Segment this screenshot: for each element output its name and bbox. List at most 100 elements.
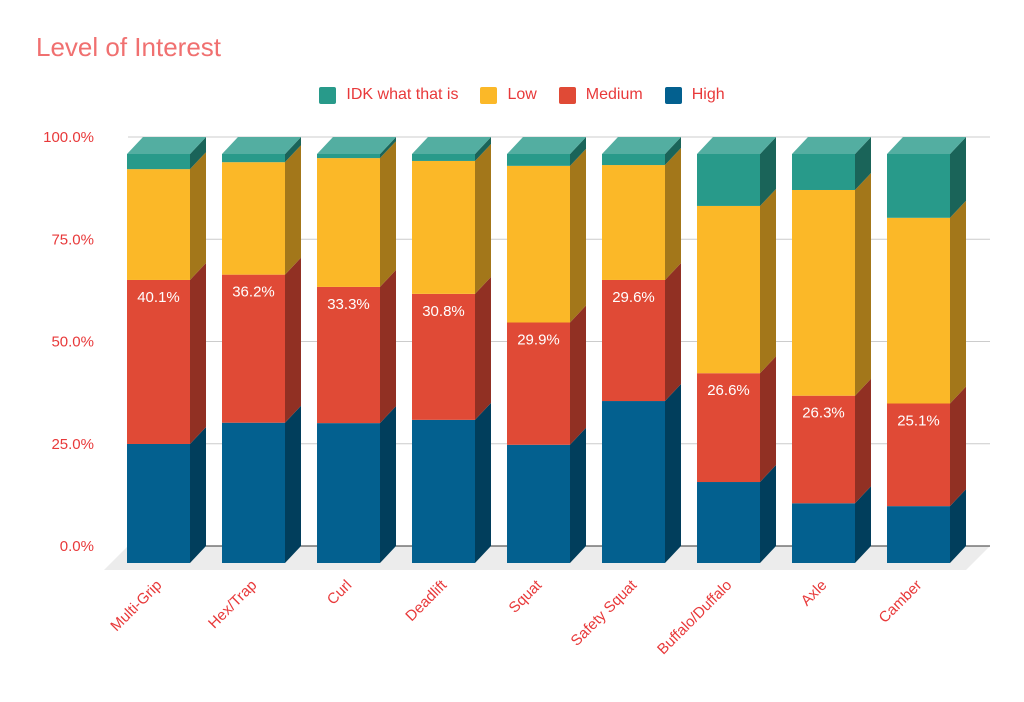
bar-segment-idk-what-that-is — [317, 154, 380, 159]
bar-side — [855, 172, 871, 396]
bar-stack: 29.6% — [602, 137, 681, 563]
bar-side — [190, 426, 206, 563]
bar-segment-idk-what-that-is — [222, 154, 285, 163]
data-label: 33.3% — [327, 296, 370, 313]
legend-swatch — [319, 86, 337, 104]
bar-segment-idk-what-that-is — [887, 154, 950, 218]
legend-label: Low — [507, 86, 537, 103]
bar-side — [190, 137, 206, 170]
x-tick-label: Squat — [506, 576, 546, 616]
bar-side — [570, 137, 586, 166]
bar-side — [475, 137, 491, 161]
bar-segment-low — [887, 217, 950, 404]
data-label: 36.2% — [232, 284, 275, 301]
bar-side — [760, 465, 776, 563]
bar-segment-idk-what-that-is — [602, 154, 665, 166]
bar-side — [665, 148, 681, 280]
bar-stack: 36.2% — [222, 137, 301, 563]
x-tick-label: Deadlift — [402, 576, 451, 625]
bar-side — [950, 386, 966, 507]
bar-segment-low — [792, 189, 855, 396]
x-tick-label: Camber — [876, 577, 926, 627]
legend-swatch — [664, 86, 682, 104]
bar-stack: 26.3% — [792, 137, 871, 563]
bar-side — [380, 137, 396, 159]
bar-side — [380, 269, 396, 424]
bar-side — [570, 148, 586, 323]
bar-top — [602, 137, 681, 154]
y-tick-label: 50.0% — [51, 334, 94, 351]
bar-top — [317, 137, 396, 154]
x-tick-label: Multi-Grip — [107, 577, 165, 635]
y-tick-label: 100.0% — [43, 129, 94, 146]
bar-segment-high — [317, 423, 380, 563]
bar-side — [475, 143, 491, 294]
bar-segment-high — [412, 419, 475, 563]
legend-label: High — [691, 86, 725, 103]
bar-top — [507, 137, 586, 154]
y-tick-label: 75.0% — [51, 231, 94, 248]
bar-segment-medium — [697, 373, 760, 483]
bar-segment-high — [697, 482, 760, 563]
bar-segment-low — [317, 158, 380, 287]
x-tick-label: Hex/Trap — [205, 577, 260, 632]
bar-segment-medium — [222, 274, 285, 423]
bar-stack: 40.1% — [127, 137, 206, 563]
bar-segment-idk-what-that-is — [697, 154, 760, 206]
bar-side — [285, 257, 301, 423]
bar-side — [760, 137, 776, 206]
legend-item[interactable]: Low — [480, 86, 537, 104]
bar-segment-low — [127, 169, 190, 280]
bar-side — [570, 427, 586, 563]
y-tick-label: 0.0% — [60, 538, 94, 555]
bar-side — [760, 356, 776, 483]
bar-segment-high — [887, 506, 950, 563]
bar-side — [855, 137, 871, 190]
bar-side — [285, 137, 301, 163]
data-label: 29.6% — [612, 289, 655, 306]
bar-side — [665, 384, 681, 563]
bar-segment-medium — [602, 279, 665, 402]
bar-side — [950, 137, 966, 218]
x-tick-label: Curl — [324, 577, 355, 608]
bar-segment-medium — [792, 395, 855, 504]
bar-segment-low — [697, 205, 760, 374]
bar-side — [190, 152, 206, 280]
legend-item[interactable]: Medium — [558, 86, 643, 104]
x-tick-label: Buffalo/Duffalo — [654, 577, 735, 658]
bar-segment-medium — [127, 279, 190, 444]
chart-title: Level of Interest — [36, 32, 221, 62]
data-label: 30.8% — [422, 303, 465, 320]
legend-swatch — [558, 86, 576, 104]
bar-segment-high — [602, 401, 665, 563]
bar-side — [950, 200, 966, 404]
y-tick-label: 25.0% — [51, 436, 94, 453]
bar-segment-high — [127, 443, 190, 563]
bar-segment-low — [222, 162, 285, 275]
bar-segment-idk-what-that-is — [792, 154, 855, 190]
bar-segment-high — [792, 503, 855, 563]
bar-side — [475, 276, 491, 420]
data-label: 25.1% — [897, 412, 940, 429]
x-tick-label: Safety Squat — [568, 576, 641, 649]
bar-top — [127, 137, 206, 154]
bar-side — [285, 145, 301, 275]
legend-item[interactable]: IDK what that is — [319, 86, 458, 104]
bar-side — [665, 262, 681, 402]
bar-side — [950, 489, 966, 563]
bar-segment-idk-what-that-is — [127, 154, 190, 170]
bar-side — [855, 378, 871, 504]
bar-top — [697, 137, 776, 154]
bar-segment-high — [222, 422, 285, 563]
bar-segment-low — [602, 165, 665, 280]
bar-side — [285, 405, 301, 563]
data-label: 26.6% — [707, 382, 750, 399]
data-label: 29.9% — [517, 332, 560, 349]
legend-item[interactable]: High — [664, 86, 725, 104]
bar-top — [792, 137, 871, 154]
x-tick-label: Axle — [798, 577, 831, 610]
bar-stack: 29.9% — [507, 137, 586, 563]
legend: IDK what that is Low Medium High — [0, 86, 1024, 104]
bar-side — [190, 262, 206, 444]
